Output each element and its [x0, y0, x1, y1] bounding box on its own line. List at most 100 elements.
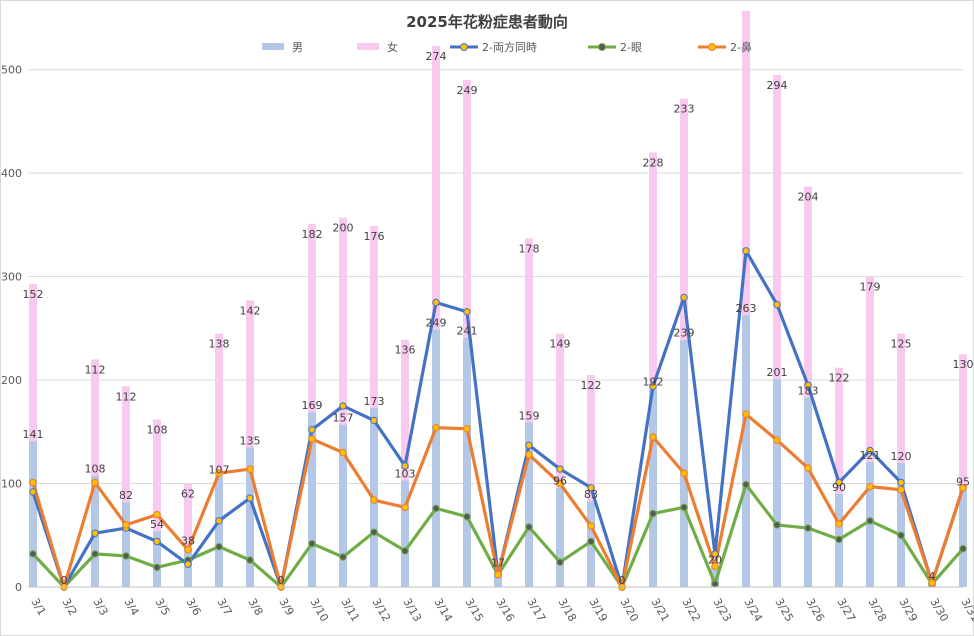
bar-male [29, 441, 37, 587]
line-point [680, 503, 688, 512]
line-point [556, 558, 564, 566]
female-data-label: 108 [147, 423, 168, 436]
male-data-label: 169 [302, 399, 323, 412]
bar-female [959, 354, 967, 489]
line-point [866, 517, 874, 525]
male-data-label: 120 [891, 450, 912, 463]
bar-female [680, 98, 688, 340]
y-tick-label: 300 [1, 271, 22, 284]
legend-label: 男 [292, 41, 303, 54]
data-labels: 141 0 108 82 54 38 107 135 0 169 157 173 103 249 241 17… [23, 50, 974, 587]
line-point [153, 563, 161, 572]
line-point [215, 517, 223, 525]
line-point [29, 478, 37, 487]
legend-label: 2-鼻 [730, 40, 752, 54]
female-data-label: 138 [209, 338, 230, 351]
female-data-label: 112 [85, 363, 106, 376]
bar-male [742, 314, 750, 587]
female-data-label: 122 [581, 379, 602, 392]
line-point [215, 542, 223, 551]
line-point [866, 446, 874, 455]
line-point [246, 556, 254, 564]
male-data-label: 249 [426, 316, 447, 329]
male-data-label: 183 [798, 385, 819, 398]
chart-title: 2025年花粉症患者動向 [406, 13, 568, 31]
line-point [897, 486, 905, 494]
legend-swatch [262, 43, 284, 50]
line-point [928, 579, 936, 587]
male-data-label: 38 [181, 535, 195, 548]
female-data-label: 62 [181, 488, 195, 501]
line-point [556, 479, 564, 488]
female-data-label: 233 [674, 103, 695, 116]
female-data-label: 122 [829, 372, 850, 385]
bar-male [649, 388, 657, 587]
legend-marker [598, 43, 606, 51]
male-data-label: 95 [956, 476, 970, 489]
female-data-label: 228 [643, 156, 664, 169]
female-data-label: 176 [364, 230, 385, 243]
bar-female [370, 225, 378, 409]
line-point [432, 298, 440, 307]
bar-female [835, 367, 843, 494]
male-data-label: 141 [23, 428, 44, 441]
bar-female [463, 80, 471, 338]
male-data-label: 241 [457, 325, 478, 338]
male-data-label: 108 [85, 462, 106, 475]
bar-female [649, 152, 657, 389]
line-point [463, 425, 471, 433]
line-point [711, 550, 719, 558]
line-point [494, 570, 502, 579]
line-point [897, 478, 905, 487]
line-point [649, 433, 657, 441]
bar-female [432, 45, 440, 330]
line-point [153, 510, 161, 519]
bar-male [959, 488, 967, 587]
line-point [959, 483, 967, 492]
bar-female [122, 386, 130, 503]
line-point [91, 550, 99, 558]
male-data-label: 121 [860, 449, 881, 462]
bar-female [556, 333, 564, 488]
line-point [804, 524, 812, 532]
bar-female [215, 333, 223, 477]
male-data-label: 239 [674, 327, 695, 340]
y-tick-label: 400 [1, 167, 22, 180]
female-data-label: 142 [240, 304, 261, 317]
line-point [587, 522, 595, 530]
legend: 男 女 2-両方同時 2-眼 2-鼻 [262, 40, 752, 54]
female-data-label: 152 [23, 288, 44, 301]
line-point [339, 553, 347, 561]
line-point [835, 535, 843, 544]
line-point [680, 293, 688, 302]
female-data-label: 149 [550, 338, 571, 351]
bar-male [246, 447, 254, 587]
male-data-label: 173 [364, 395, 385, 408]
bar-female [91, 359, 99, 476]
line-point [246, 465, 254, 473]
line-point [246, 494, 254, 502]
female-data-label: 178 [519, 242, 540, 255]
bar-male [432, 329, 440, 587]
line-point [184, 546, 192, 554]
female-data-label: 294 [767, 79, 788, 92]
male-data-label: 20 [708, 553, 722, 566]
line-point [215, 469, 223, 477]
legend-label: 2-両方同時 [482, 40, 537, 54]
line-point [711, 580, 719, 588]
female-data-label: 182 [302, 228, 323, 241]
line-point [835, 520, 843, 528]
bar-female [246, 300, 254, 448]
bar-female [401, 339, 409, 481]
bar-female [742, 10, 750, 315]
female-data-label: 125 [891, 338, 912, 351]
line-point [463, 308, 471, 316]
bar-male [897, 462, 905, 587]
y-tick-label: 0 [15, 581, 22, 594]
male-data-label: 82 [119, 489, 133, 502]
bar-female [153, 419, 161, 532]
line-point [401, 547, 409, 555]
line-point [525, 450, 533, 459]
bar-female [773, 74, 781, 380]
